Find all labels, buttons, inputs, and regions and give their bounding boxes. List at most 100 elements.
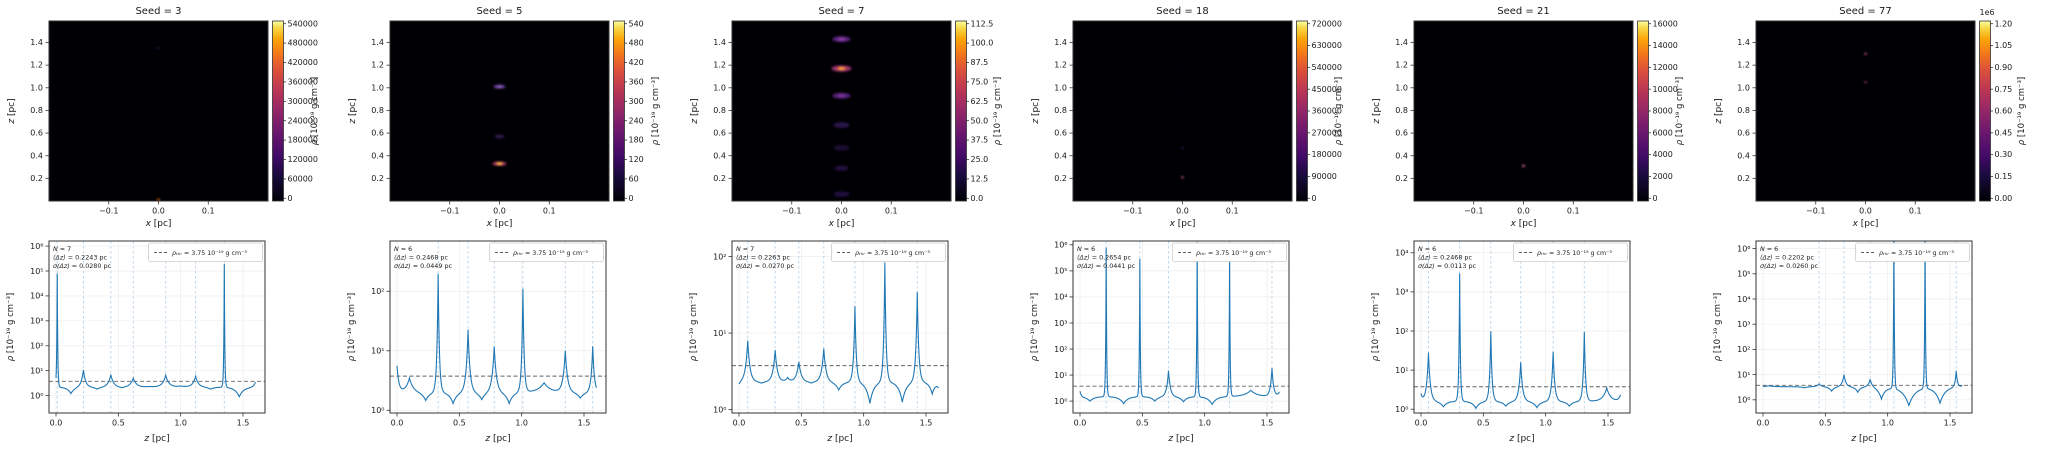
- colorbar-tick-label: 240000: [287, 116, 317, 125]
- density-blob: [1181, 146, 1184, 149]
- density-profile-curve: [1079, 242, 1280, 406]
- colorbar-tick-label: 16000: [1653, 19, 1678, 28]
- stats-annotation: N = 7⟨Δz⟩ = 0.2243 pcσ(Δz) = 0.0280 pc: [53, 245, 112, 270]
- profile-ytick-label: 10⁰: [1395, 405, 1408, 414]
- profile-grid: [731, 241, 948, 413]
- map-ylabel: z [pc]: [348, 98, 358, 124]
- colorbar: [1637, 20, 1650, 202]
- colorbar-tick-label: 630000: [1311, 41, 1341, 50]
- colorbar-tick-label: 180000: [1311, 150, 1341, 159]
- density-blob-core: [837, 94, 846, 98]
- density-blob: [1863, 52, 1867, 55]
- profile-ylabel: ρ [10⁻¹⁹ g cm⁻³]: [6, 293, 16, 361]
- colorbar-tick-label: 0.60: [1994, 107, 2012, 116]
- stats-annotation-line: σ(Δz) = 0.0113 pc: [1418, 262, 1477, 270]
- profile-ytick-label: 10²: [1395, 327, 1408, 336]
- stats-annotation-line: ⟨Δz⟩ = 0.2243 pc: [53, 254, 107, 262]
- profile-ytick-label: 10⁶: [1054, 241, 1067, 250]
- map-title: Seed = 7: [818, 6, 864, 17]
- panel-Seed5: Seed = 5 0.2 0.4 0.6 0.8 1.0 1.2 1.4 −0.1 0.0 0.1 x…: [341, 0, 682, 459]
- legend-label: ρₜₕᵣ = 3.75 10⁻¹⁹ g cm⁻³: [513, 250, 588, 257]
- legend: ρₜₕᵣ = 3.75 10⁻¹⁹ g cm⁻³: [489, 242, 605, 262]
- map-axes-ticks: 0.2 0.4 0.6 0.8 1.0 1.2 1.4 −0.1 0.0 0.1: [1396, 38, 1580, 215]
- stats-annotation-line: ⟨Δz⟩ = 0.2202 pc: [1760, 254, 1814, 262]
- profile-ytick-label: 10⁰: [30, 391, 43, 400]
- colorbar-tick-label: 0.90: [1994, 63, 2012, 72]
- map-ytick-label: 0.6: [1054, 129, 1067, 138]
- colorbar-tick-label: 37.5: [970, 136, 988, 145]
- profile-ytick-label: 10⁶: [30, 242, 43, 251]
- profile-xlabel: z [pc]: [826, 434, 852, 444]
- map-xtick-label: 0.0: [1517, 206, 1530, 215]
- colorbar-tick-label: 360000: [1311, 107, 1341, 116]
- map-ylabel: z [pc]: [1372, 98, 1382, 124]
- colorbar-tick-label: 0.45: [1994, 128, 2012, 137]
- map-xtick-label: 0.0: [1859, 206, 1872, 215]
- map-xlabel: x [pc]: [1510, 219, 1537, 229]
- map-ytick-label: 0.6: [713, 129, 726, 138]
- density-blob-core: [497, 162, 502, 165]
- colorbar-tick-label: 300: [629, 97, 644, 106]
- colorbar-tick-label: 0: [287, 194, 292, 203]
- colorbar-tick-label: 720000: [1311, 19, 1341, 28]
- profile-ytick-label: 10³: [1737, 320, 1750, 329]
- colorbar-tick-label: 180: [629, 136, 644, 145]
- density-blob: [1181, 93, 1184, 96]
- profile-spine: [731, 240, 949, 414]
- colorbar-tick-label: 6000: [1653, 128, 1673, 137]
- legend: ρₜₕᵣ = 3.75 10⁻¹⁹ g cm⁻³: [148, 242, 263, 262]
- legend-box: [489, 242, 605, 262]
- density-blob-core: [838, 67, 844, 70]
- map-ytick-label: 1.2: [1737, 61, 1750, 70]
- map-xtick-label: −0.1: [440, 206, 459, 215]
- profile-xtick-label: 0.5: [1136, 418, 1149, 427]
- colorbar-tick-label: 0.75: [1994, 85, 2012, 94]
- profile-ytick-label: 10¹: [371, 347, 384, 356]
- density-blobs: [492, 84, 507, 166]
- profile-xtick-label: 1.0: [516, 418, 529, 427]
- profile-ytick-label: 10¹: [1054, 371, 1067, 380]
- density-blob: [834, 165, 849, 171]
- density-blob: [833, 191, 850, 198]
- map-ytick-label: 1.2: [1054, 61, 1067, 70]
- profile-ytick-label: 10⁰: [1737, 396, 1750, 405]
- legend-label: ρₜₕᵣ = 3.75 10⁻¹⁹ g cm⁻³: [172, 250, 247, 257]
- density-blob: [1863, 81, 1867, 84]
- profile-ytick-label: 10⁴: [1054, 293, 1067, 302]
- map-xtick-label: 0.1: [543, 206, 556, 215]
- profile-xtick-label: 1.5: [237, 418, 250, 427]
- legend: ρₜₕᵣ = 3.75 10⁻¹⁹ g cm⁻³: [1854, 242, 1970, 262]
- legend-box: [1854, 242, 1970, 262]
- map-ytick-label: 0.2: [372, 174, 385, 183]
- colorbar-tick-label: 360000: [287, 78, 317, 87]
- colorbar: [1978, 20, 1991, 202]
- density-blob: [156, 46, 161, 50]
- map-xtick-label: 0.0: [1176, 206, 1189, 215]
- map-title: Seed = 3: [135, 6, 181, 17]
- stats-annotation: N = 7⟨Δz⟩ = 0.2263 pcσ(Δz) = 0.0270 pc: [736, 245, 795, 270]
- colorbar-tick-label: 112.5: [970, 19, 993, 28]
- map-xtick-label: 0.1: [202, 206, 215, 215]
- density-map: [731, 21, 951, 201]
- panel-Seed18: Seed = 18 0.2 0.4 0.6 0.8 1.0 1.2 1.4 −0.1 0.0 0.1…: [1024, 0, 1365, 459]
- profile-axes-ticks: 0.0 0.5 1.0 1.5 10⁰ 10¹ 10² 10³ 10⁴ 10⁵ 10⁶: [1054, 241, 1273, 428]
- map-axes-ticks: 0.2 0.4 0.6 0.8 1.0 1.2 1.4 −0.1 0.0 0.1: [1737, 38, 1921, 215]
- density-profile-curve: [1762, 241, 1963, 408]
- colorbar-tick-label: 25.0: [970, 155, 988, 164]
- map-ytick-label: 0.8: [713, 106, 726, 115]
- profile-xtick-label: 1.0: [857, 418, 870, 427]
- map-ytick-label: 0.6: [1737, 129, 1750, 138]
- density-map: [390, 21, 610, 201]
- map-ytick-label: 0.2: [1054, 174, 1067, 183]
- colorbar-tick-label: 420: [629, 58, 644, 67]
- map-ytick-label: 0.6: [1396, 129, 1409, 138]
- stats-annotation-line: σ(Δz) = 0.0449 pc: [394, 262, 453, 270]
- heatmap-subplot: Seed = 77 0.2 0.4 0.6 0.8 1.0 1.2 1.4 −0.1 0.0 0.1…: [1714, 6, 2027, 229]
- profile-ytick-label: 10²: [30, 342, 43, 351]
- profile-ytick-label: 10⁰: [1054, 397, 1067, 406]
- colorbar-tick-label: 12000: [1653, 63, 1678, 72]
- profile-subplot: 0.0 0.5 1.0 1.5 10⁰ 10¹ 10² 10³ 10⁴ 10⁵ 10⁶ z [pc] ρ…: [1713, 240, 1973, 444]
- profile-ytick-label: 10⁵: [1054, 267, 1067, 276]
- colorbar-tick-label: 62.5: [970, 97, 988, 106]
